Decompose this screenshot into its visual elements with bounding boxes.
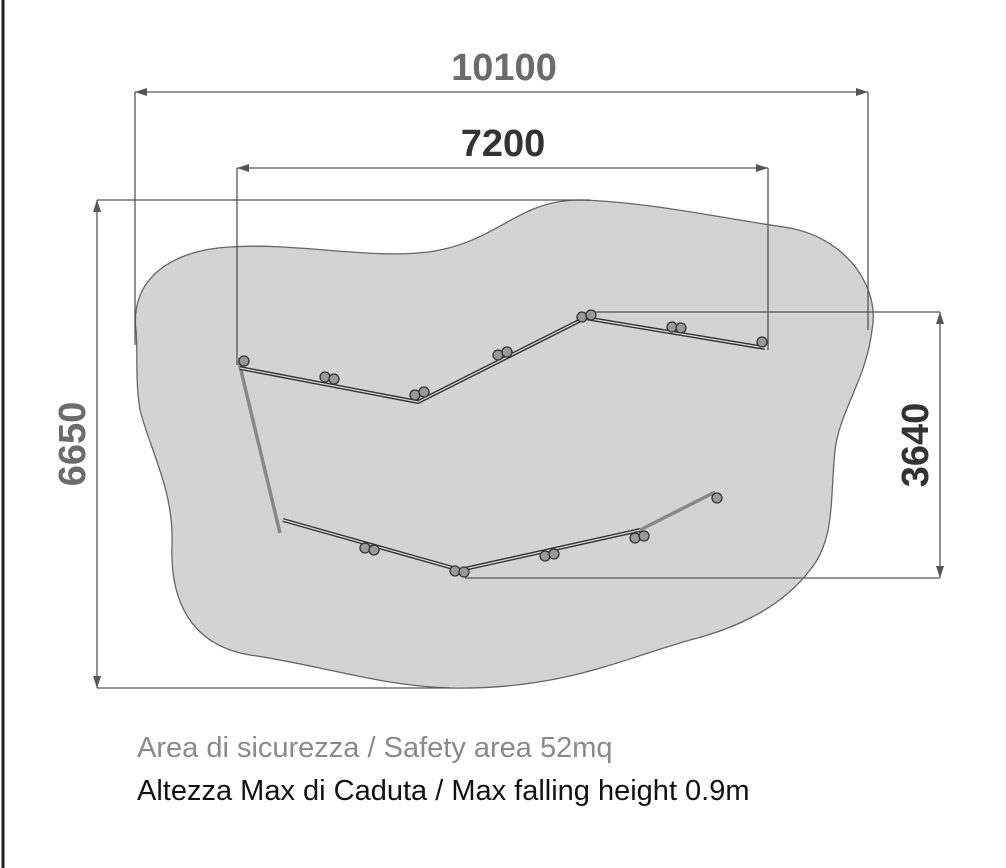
overall-depth: 6650 [52, 402, 94, 487]
safety-area [134, 199, 874, 689]
overall-width: 10100 [451, 47, 557, 89]
dimension-lines [93, 88, 944, 689]
safety-area-caption: Area di sicurezza / Safety area 52mq [137, 732, 613, 764]
inner-depth: 3640 [895, 403, 937, 488]
inner-width: 7200 [461, 123, 546, 165]
fall-height-caption: Altezza Max di Caduta / Max falling heig… [137, 775, 750, 807]
play-elements [236, 309, 768, 578]
